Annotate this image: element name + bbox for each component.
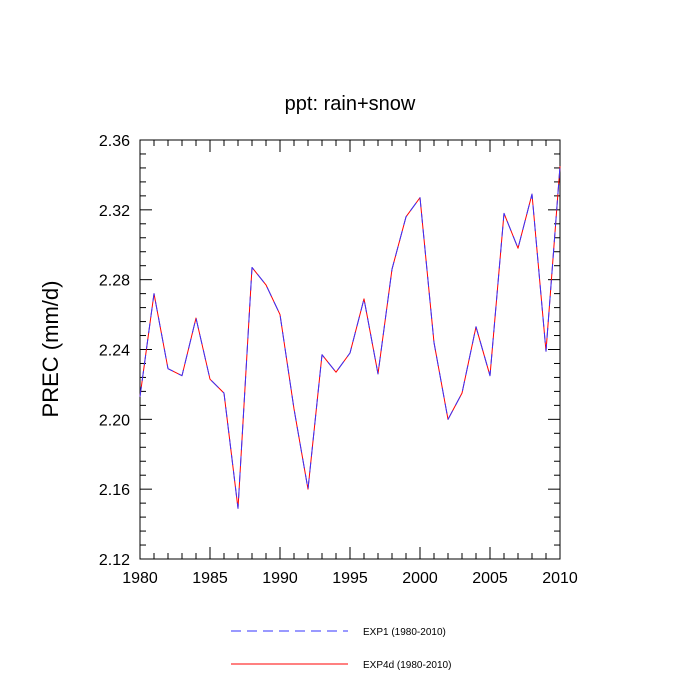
x-tick-label: 1985	[192, 570, 228, 587]
y-tick-label: 2.28	[99, 273, 130, 290]
y-tick-label: 2.20	[99, 412, 130, 429]
legend-entry: EXP1 (1980-2010)	[363, 627, 446, 638]
y-axis-label: PREC (mm/d)	[38, 281, 63, 418]
legend: EXP1 (1980-2010) EXP4d (1980-2010)	[231, 627, 451, 671]
x-tick-label: 2010	[542, 570, 578, 587]
legend-entry: EXP4d (1980-2010)	[363, 660, 451, 671]
x-tick-label: 1990	[262, 570, 298, 587]
y-tick-label: 2.12	[99, 552, 130, 569]
y-tick-label: 2.24	[99, 343, 130, 360]
series-line-exp4d	[139, 166, 561, 509]
x-tick-label: 2000	[402, 570, 438, 587]
chart-title: ppt: rain+snow	[285, 93, 416, 115]
x-tick-label: 2005	[472, 570, 508, 587]
series-line-exp1	[139, 166, 561, 509]
series-lines	[139, 166, 561, 509]
y-tick-label: 2.32	[99, 203, 130, 220]
axis-ticks: 1980 1985 1990 1995 2000 2005 2010 2.12 2.16 2.20…	[99, 133, 578, 587]
y-tick-label: 2.16	[99, 482, 130, 499]
x-tick-label: 1980	[122, 570, 158, 587]
x-tick-label: 1995	[332, 570, 368, 587]
y-tick-label: 2.36	[99, 133, 130, 150]
